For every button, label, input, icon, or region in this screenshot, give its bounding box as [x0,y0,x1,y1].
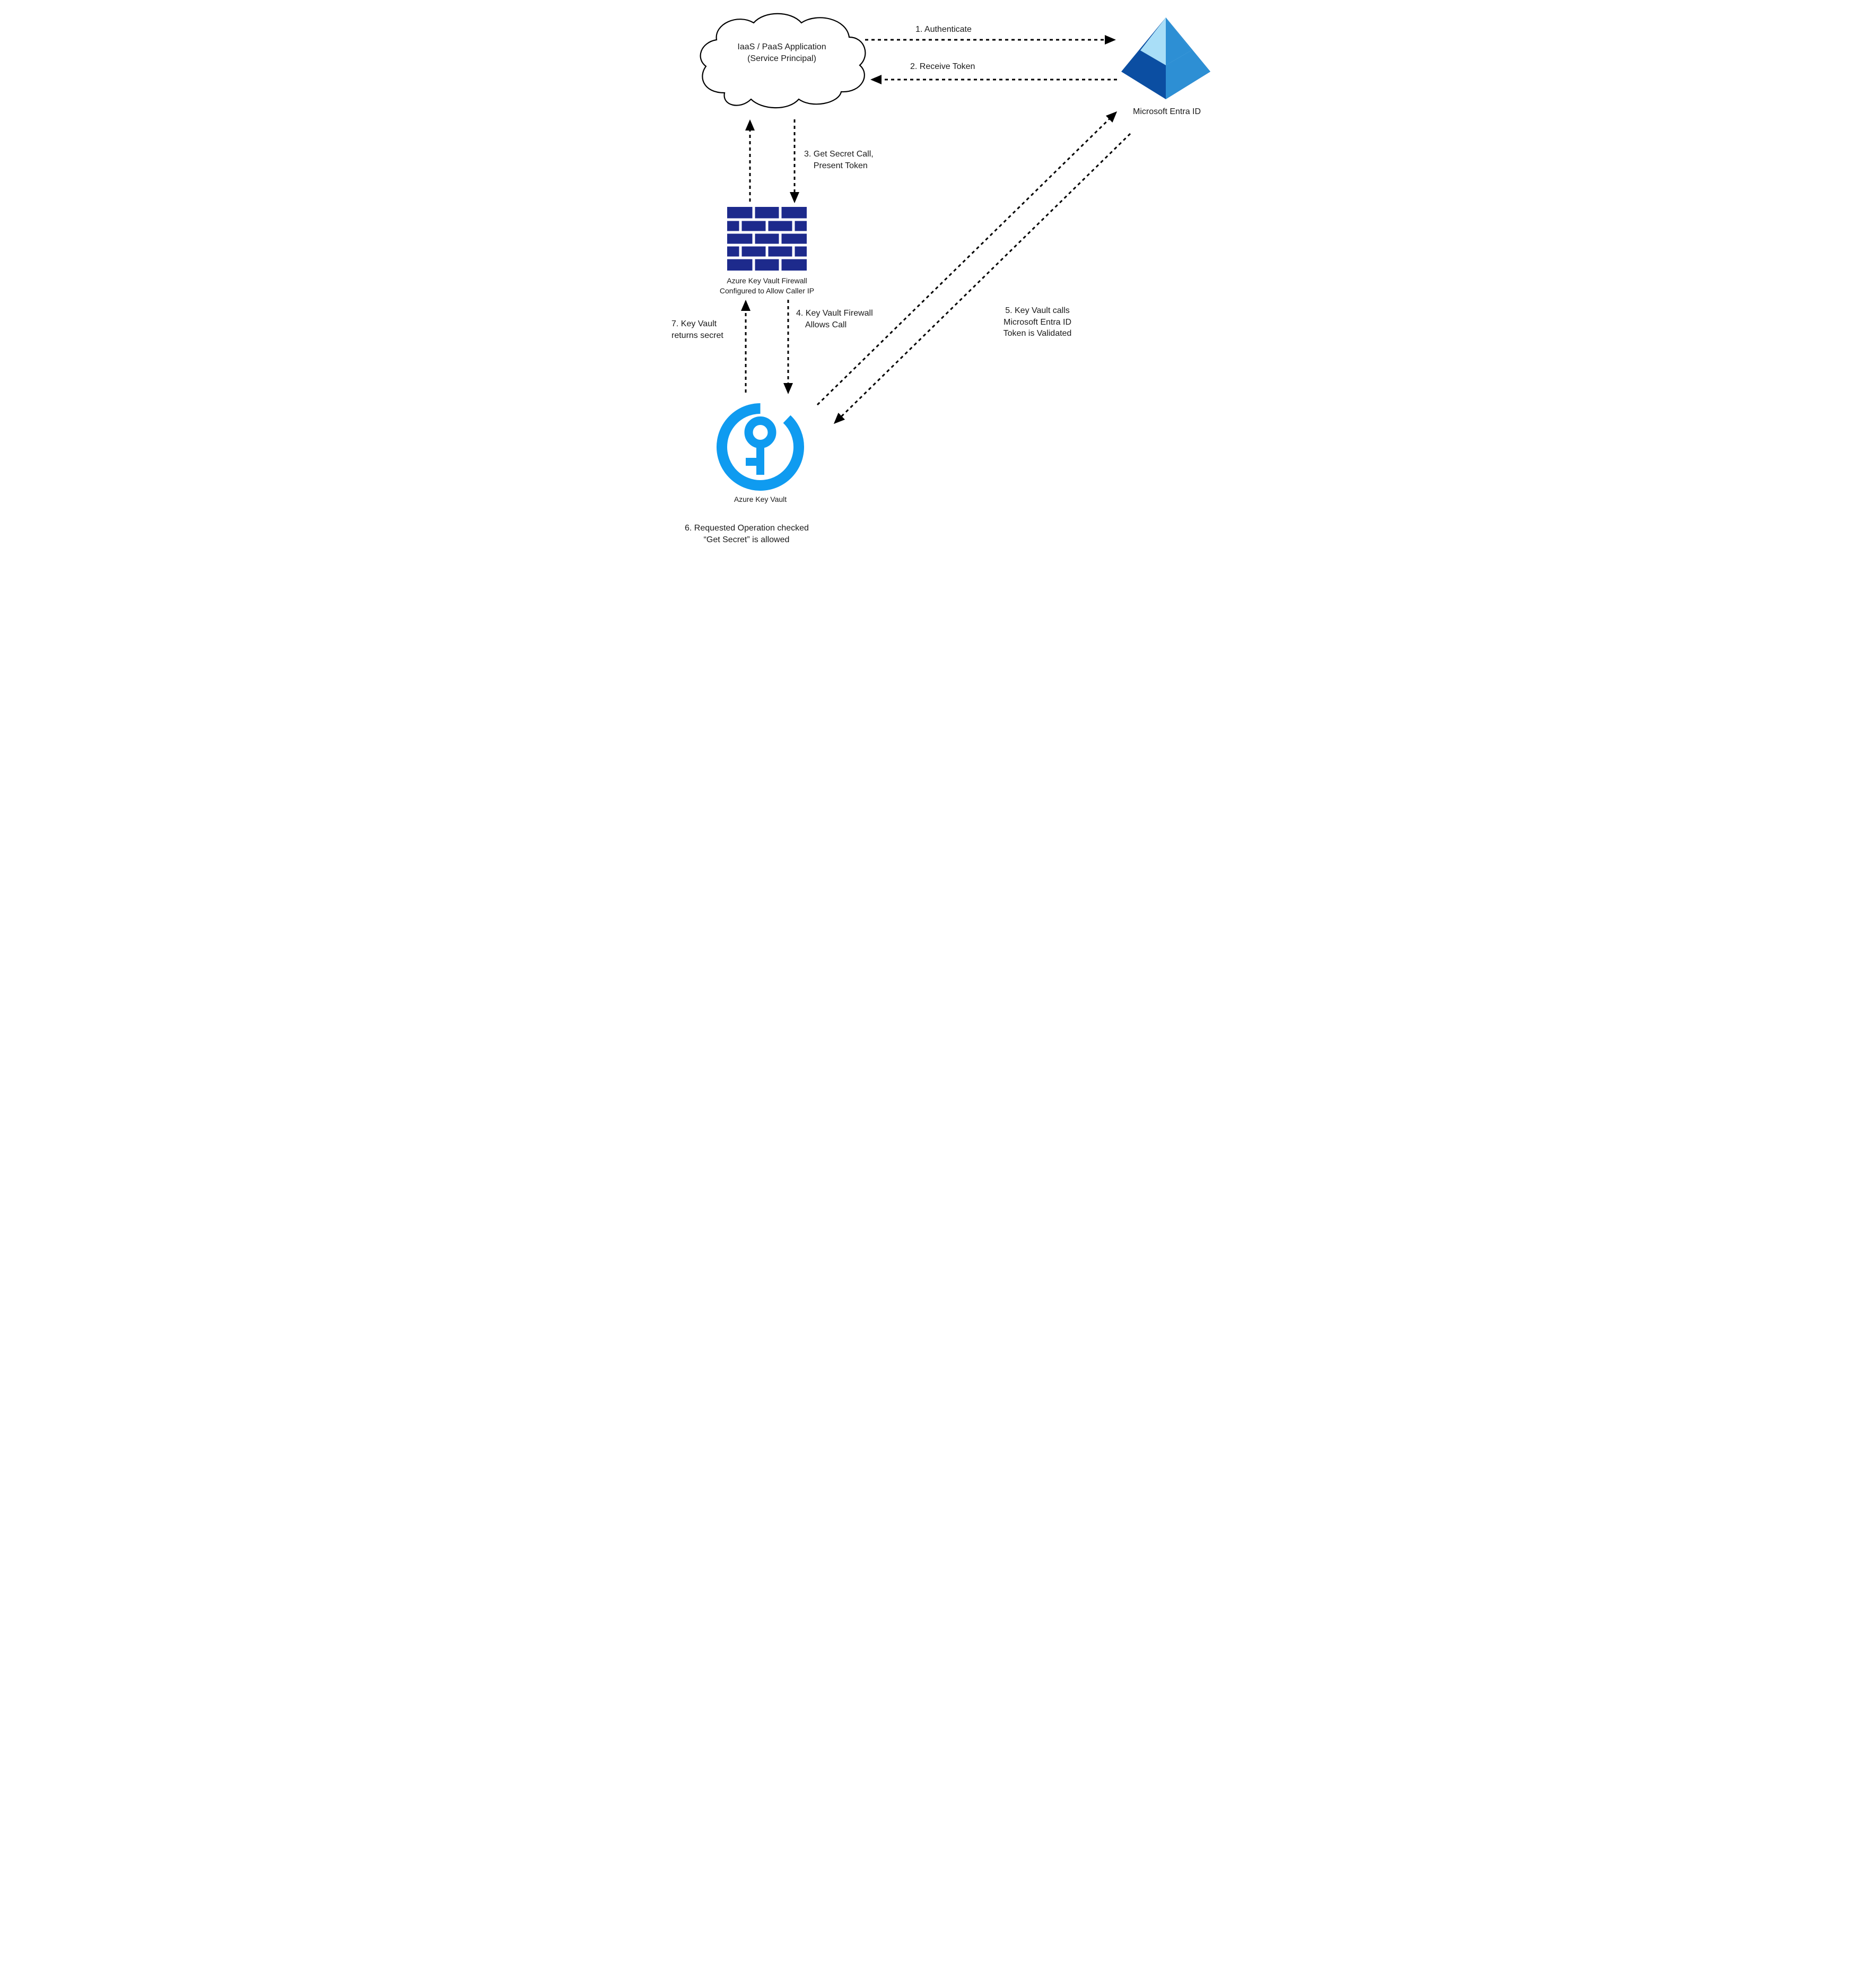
arrows-layer [656,0,1220,586]
arrow-entra-to-kv [835,134,1130,423]
step-4-label: 4. Key Vault Firewall Allows Call [796,308,873,331]
step-7-label: 7. Key Vault returns secret [671,318,723,341]
step-3-label: 3. Get Secret Call, Present Token [804,149,874,171]
step-2-label: 2. Receive Token [910,61,975,73]
step-5-label: 5. Key Vault calls Microsoft Entra ID To… [990,305,1085,340]
step-6-label: 6. Requested Operation checked “Get Secr… [685,523,809,545]
step-1-label: 1. Authenticate [915,24,972,36]
diagram-canvas: IaaS / PaaS Application (Service Princip… [656,0,1220,586]
